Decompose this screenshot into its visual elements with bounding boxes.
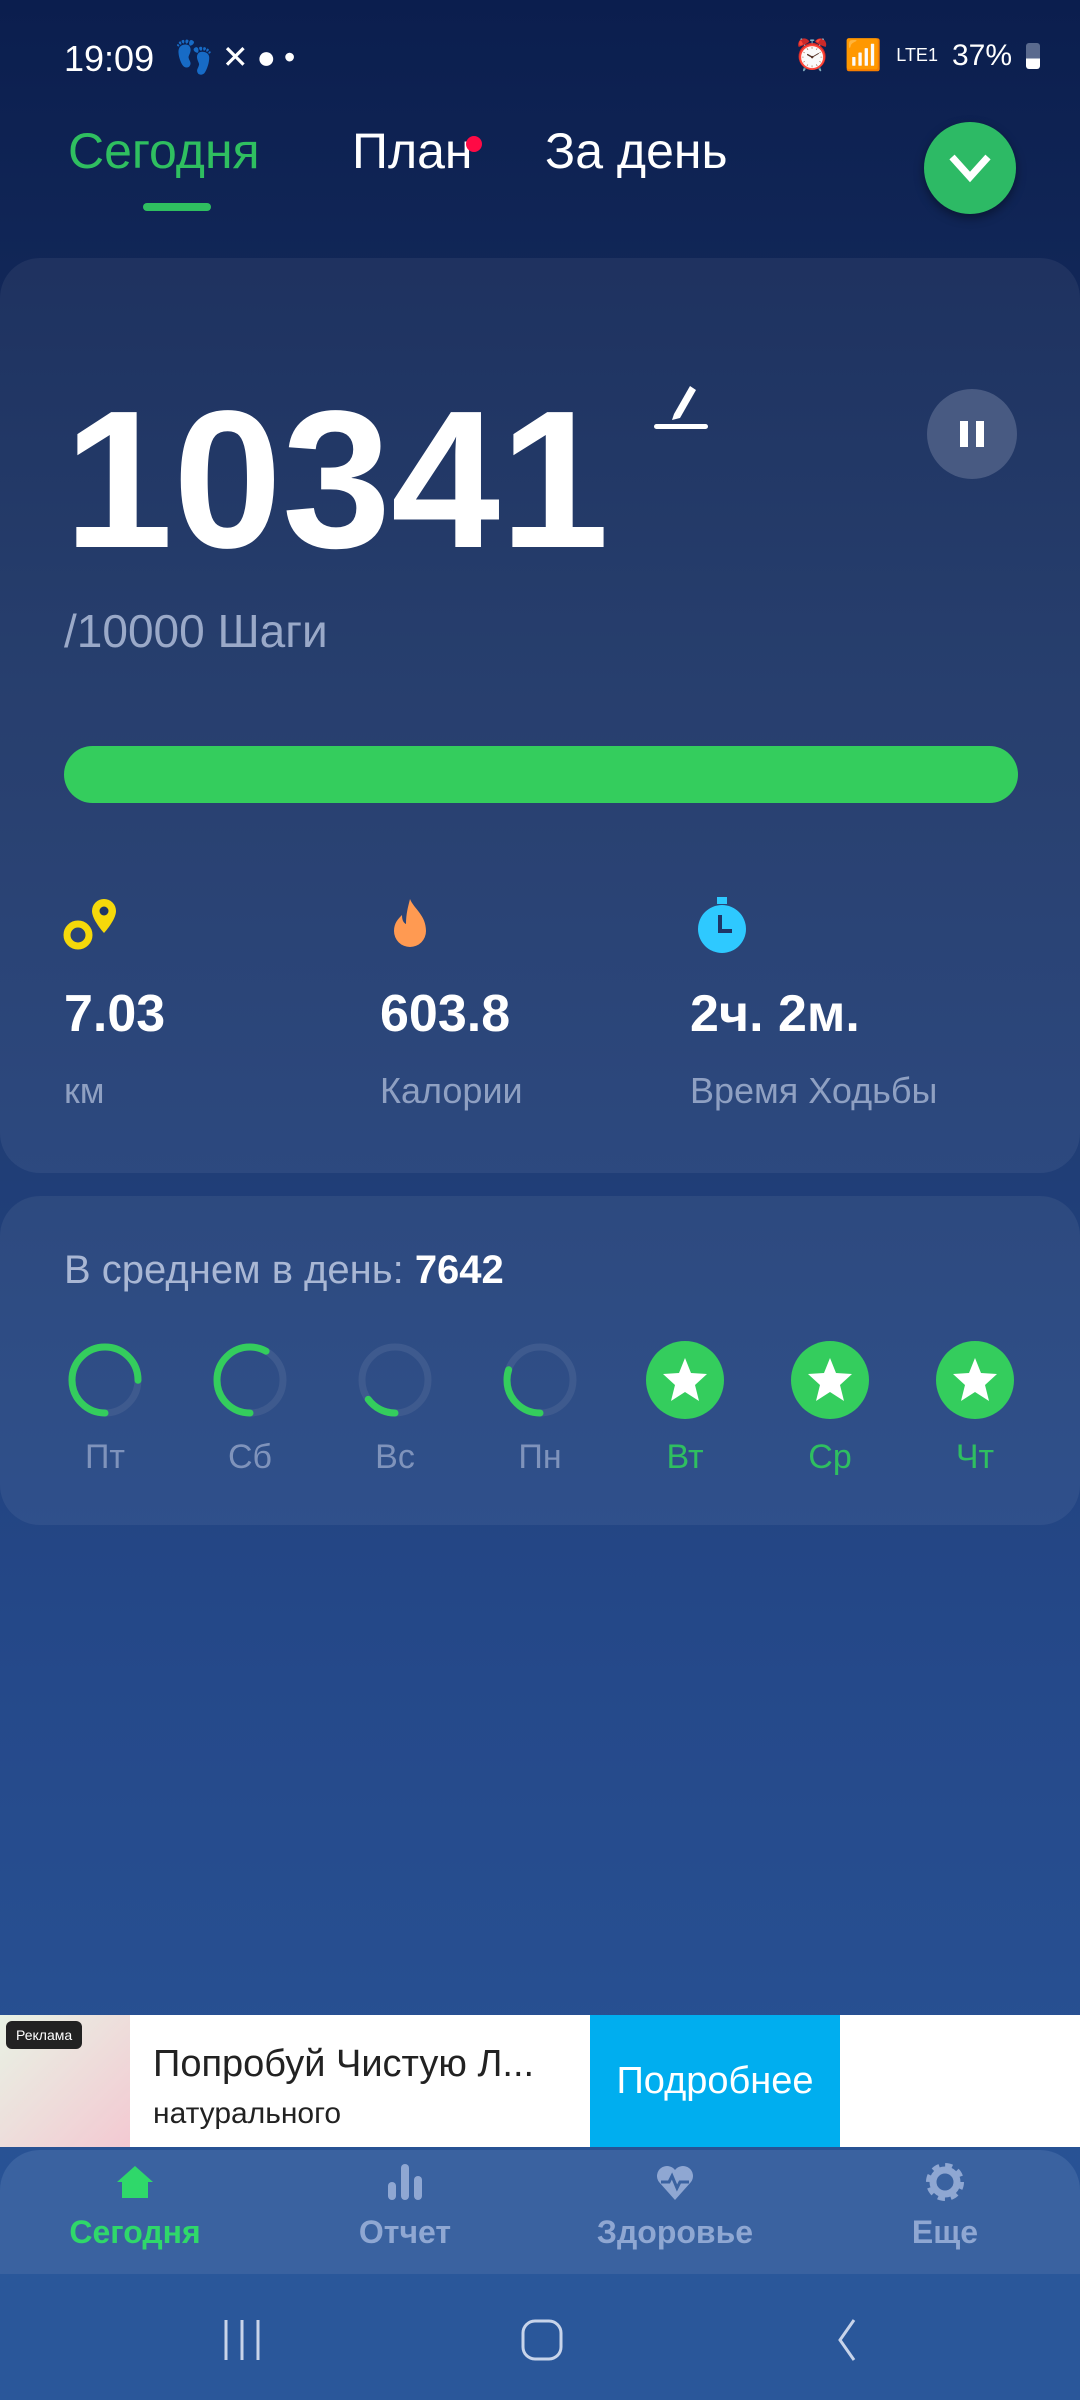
distance-label: км (64, 1070, 105, 1111)
daily-average-value: 7642 (414, 1248, 504, 1292)
ad-more-button[interactable]: Подробнее (590, 2015, 840, 2147)
day-progress-arc (503, 1343, 577, 1417)
status-time: 19:09 (64, 38, 155, 79)
day-progress-arc (213, 1343, 287, 1417)
tab-today[interactable]: Сегодня (68, 123, 260, 179)
bottom-nav: Сегодня Отчет Здоровье Еще (0, 2150, 1080, 2274)
ad-title[interactable]: Попробуй Чистую Л... (153, 2043, 535, 2085)
home-icon (117, 2166, 153, 2198)
edit-icon[interactable] (652, 378, 712, 438)
battery-percent: 37% (951, 38, 1012, 72)
plan-badge-dot (466, 136, 482, 152)
day-progress-ring (68, 1343, 142, 1417)
nav-report-label: Отчет (358, 2214, 452, 2250)
location-pins-icon (63, 899, 116, 950)
ad-banner[interactable]: Реклама Попробуй Чистую Л... натуральног… (0, 2015, 1080, 2147)
pause-icon (960, 421, 968, 447)
day-progress-ring (503, 1343, 577, 1417)
day-progress-arc (358, 1343, 432, 1417)
nav-more[interactable]: Еще (810, 2162, 1080, 2251)
daily-average-label: В среднем в день: (64, 1248, 415, 1292)
day-0[interactable]: Пт (55, 1340, 155, 1477)
tab-plan[interactable]: План (352, 123, 473, 179)
step-goal: /10000 Шаги (64, 605, 328, 657)
system-nav-bar (0, 2274, 1080, 2400)
status-bar: 19:09 👣✕●• ⏰ 📶 LTE1 37% (64, 38, 1040, 82)
day-label: Вт (666, 1438, 704, 1476)
ad-label[interactable]: Реклама (6, 2021, 83, 2049)
distance-value: 7.03 (64, 985, 166, 1043)
nav-today-label: Сегодня (69, 2214, 201, 2250)
step-progress-bar (64, 746, 1018, 803)
day-progress-ring (358, 1343, 432, 1417)
expand-button[interactable] (924, 122, 1016, 214)
day-4[interactable]: Вт (635, 1340, 735, 1477)
tab-per-day[interactable]: За день (545, 123, 728, 179)
day-label: Пт (84, 1438, 125, 1476)
walk-time-value: 2ч. 2м. (690, 985, 860, 1043)
day-label: Вс (375, 1438, 415, 1476)
battery-icon (1026, 42, 1040, 69)
day-label: Ср (808, 1438, 852, 1476)
day-2[interactable]: Вс (345, 1340, 445, 1477)
pause-icon-bar (976, 421, 984, 447)
heart-pulse-icon (657, 2166, 693, 2200)
home-button-icon[interactable] (520, 2318, 564, 2362)
wifi-icon: 📶 (844, 39, 883, 72)
star-badge-icon (646, 1341, 724, 1419)
day-3[interactable]: Пн (490, 1340, 590, 1477)
calories-label: Калории (380, 1070, 523, 1111)
bar-chart-icon (388, 2164, 422, 2200)
nav-more-label: Еще (911, 2214, 979, 2250)
day-progress-arc (68, 1343, 142, 1417)
day-label: Сб (227, 1438, 273, 1476)
today-card (0, 258, 1080, 1173)
nav-today[interactable]: Сегодня (0, 2162, 270, 2251)
active-tab-indicator (143, 203, 211, 211)
nav-health-label: Здоровье (596, 2214, 754, 2250)
day-5[interactable]: Ср (780, 1340, 880, 1477)
step-count: 10341 (64, 370, 610, 589)
day-1[interactable]: Сб (200, 1340, 300, 1477)
star-badge-icon (936, 1341, 1014, 1419)
walk-time-label: Время Ходьбы (690, 1070, 938, 1111)
nav-health[interactable]: Здоровье (540, 2162, 810, 2251)
stopwatch-icon (698, 897, 746, 953)
nav-report[interactable]: Отчет (270, 2162, 540, 2251)
notification-icons: 👣✕●• (174, 39, 304, 75)
day-label: Пн (518, 1438, 562, 1476)
day-6[interactable]: Чт (925, 1340, 1025, 1477)
network-label: LTE1 (896, 45, 938, 65)
day-label: Чт (955, 1438, 995, 1476)
recent-apps-icon[interactable] (220, 2318, 264, 2362)
back-icon[interactable] (826, 2318, 870, 2362)
pause-button[interactable] (927, 389, 1017, 479)
system-icons: ⏰ 📶 LTE1 37% (794, 38, 1040, 73)
alarm-icon: ⏰ (793, 39, 831, 72)
daily-average: В среднем в день: 7642 (64, 1248, 504, 1293)
day-progress-ring (213, 1343, 287, 1417)
weekly-card (0, 1196, 1080, 1525)
star-badge-icon (791, 1341, 869, 1419)
calories-value: 603.8 (380, 985, 511, 1043)
flame-icon (394, 899, 426, 947)
ad-subtitle[interactable]: натурального (153, 2097, 342, 2130)
chevron-down-icon (949, 154, 991, 183)
gear-icon (926, 2163, 964, 2201)
